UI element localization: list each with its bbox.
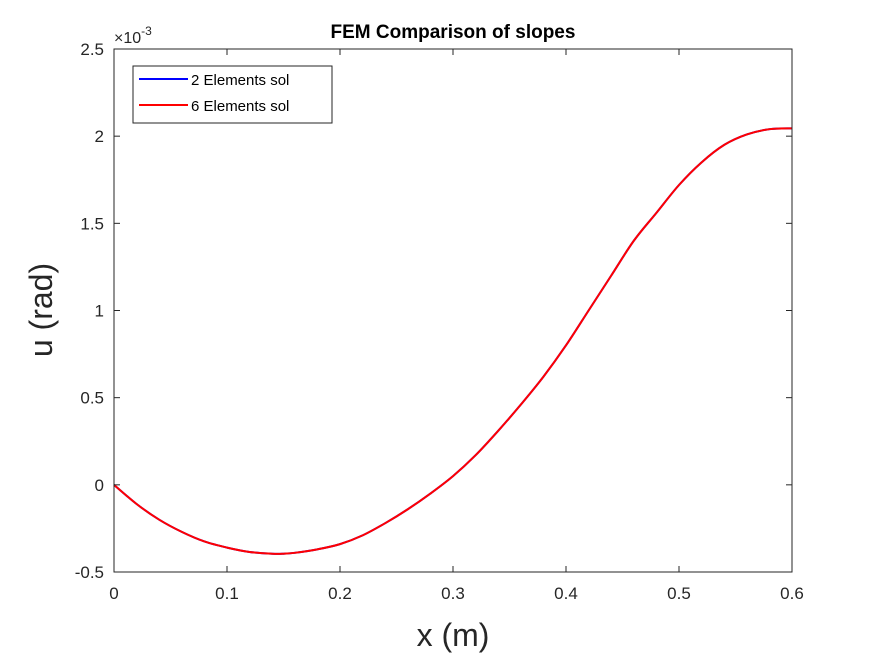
y-exponent-base: ×10: [114, 30, 141, 47]
x-tick-label: 0.2: [328, 584, 352, 603]
y-tick-label: 1.5: [80, 214, 104, 233]
y-axis-label: u (rad): [23, 263, 59, 357]
series-layer: [113, 127, 793, 555]
legend: 2 Elements sol 6 Elements sol: [132, 65, 333, 124]
legend-box: [132, 65, 333, 124]
y-tick-label: 2.5: [80, 40, 104, 59]
chart-title: FEM Comparison of slopes: [331, 22, 576, 43]
series-line-2: [113, 127, 793, 555]
y-tick-label: 1: [95, 302, 104, 321]
plot-area: [114, 49, 792, 572]
x-tick-label: 0.3: [441, 584, 465, 603]
x-tick-label: 0.6: [780, 584, 804, 603]
x-tick-label: 0: [109, 584, 118, 603]
y-tick-label: -0.5: [75, 563, 104, 582]
y-tick-label: 0: [95, 476, 104, 495]
x-axis-label: x (m): [417, 617, 490, 653]
y-exponent: ×10-3: [114, 24, 152, 47]
ticks-layer: 0 0.1 0.2 0.3 0.4 0.5 0.6 -0.5 0 0.5 1 1.5 2 2.5: [75, 40, 804, 603]
legend-label-series-1: 2 Elements sol: [191, 72, 289, 89]
x-tick-label: 0.4: [554, 584, 578, 603]
x-tick-label: 0.1: [215, 584, 239, 603]
y-tick-label: 0.5: [80, 389, 104, 408]
legend-label-series-2: 6 Elements sol: [191, 98, 289, 115]
y-exponent-power: -3: [141, 24, 152, 38]
x-tick-label: 0.5: [667, 584, 691, 603]
y-tick-label: 2: [95, 127, 104, 146]
